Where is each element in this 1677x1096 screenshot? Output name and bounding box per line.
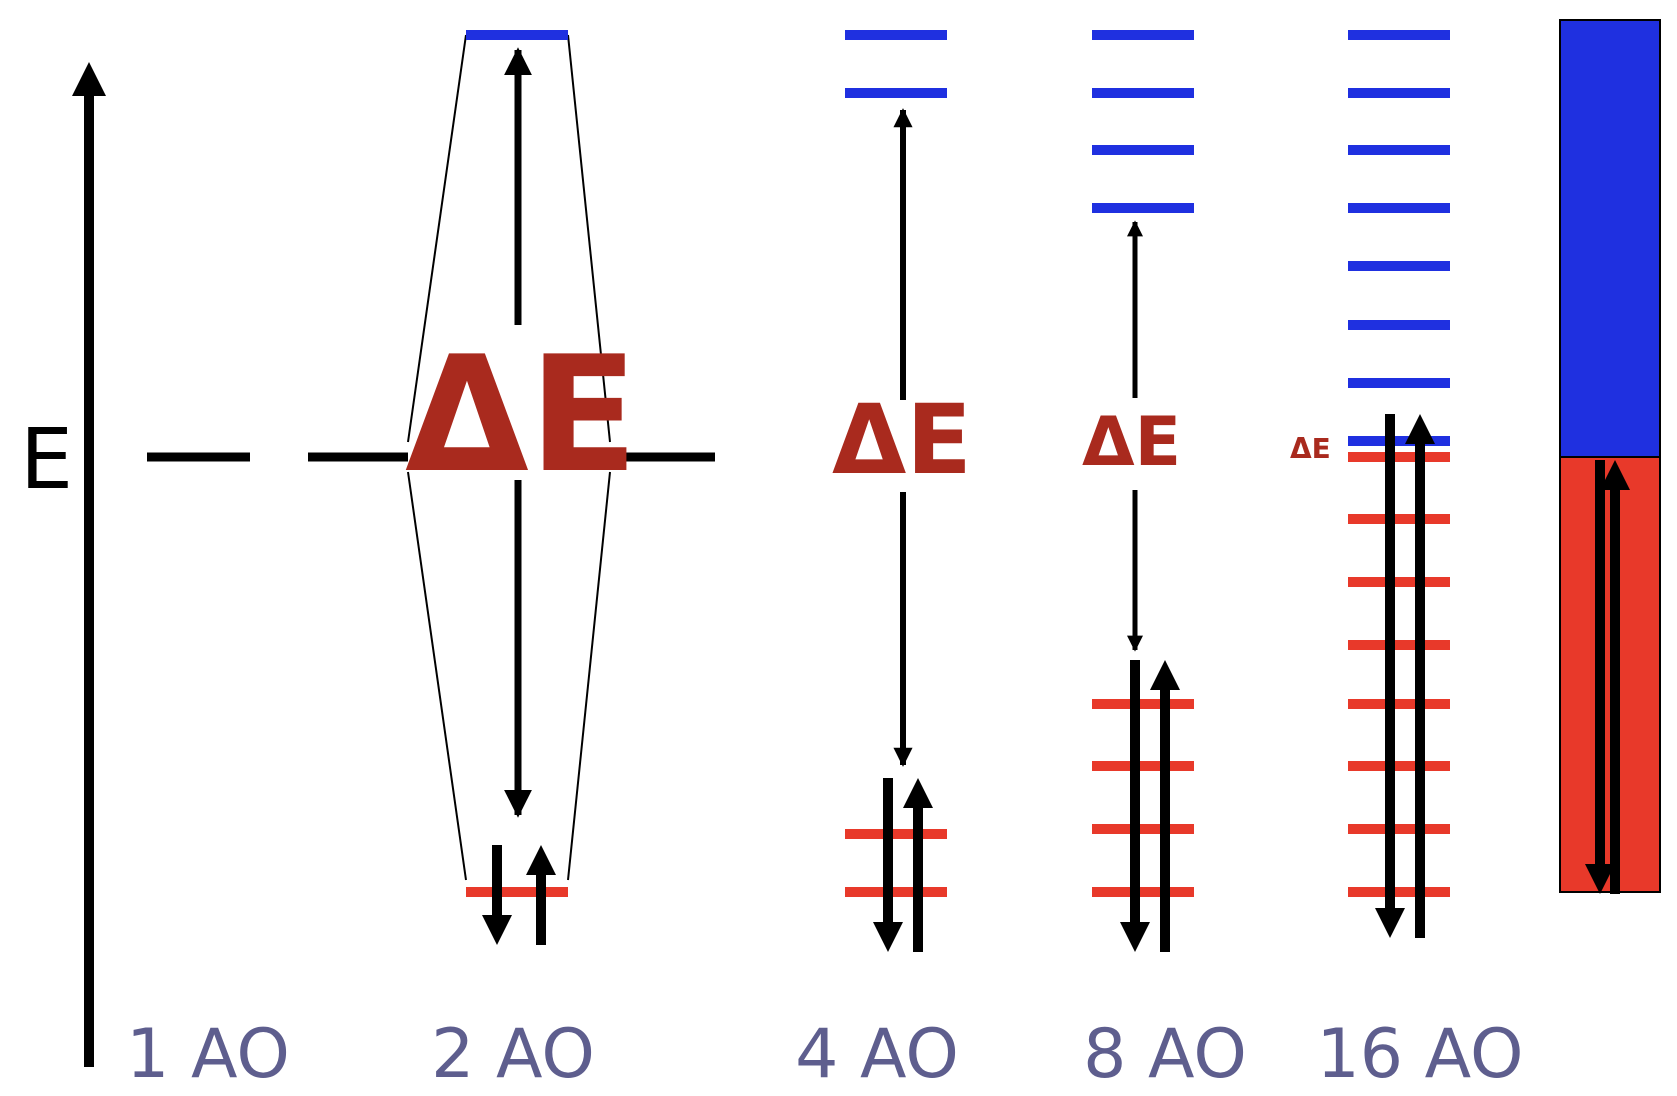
conduction-band bbox=[1559, 19, 1661, 458]
column-label-1ao: 1 AO bbox=[126, 1015, 290, 1094]
column-2ao: ΔE bbox=[308, 30, 715, 897]
column-4ao: ΔE bbox=[832, 30, 972, 897]
delta-e-label: ΔE bbox=[832, 384, 972, 496]
energy-axis-label: E bbox=[20, 410, 73, 508]
spin-up-arrow-head bbox=[1600, 460, 1630, 490]
spin-down-arrow-head bbox=[1120, 922, 1150, 952]
band bbox=[1559, 19, 1661, 893]
column-8ao: ΔE bbox=[1082, 30, 1194, 897]
delta-e-label: ΔE bbox=[405, 321, 638, 508]
spin-up-arrow-head bbox=[1405, 414, 1435, 444]
column-label-4ao: 4 AO bbox=[795, 1015, 959, 1094]
column-label-8ao: 8 AO bbox=[1083, 1015, 1247, 1094]
energy-axis: E bbox=[20, 62, 106, 1067]
electron-arrows bbox=[482, 414, 1630, 952]
column-16ao: ΔE bbox=[1290, 30, 1450, 897]
spin-up-arrow-head bbox=[903, 778, 933, 808]
column-labels: 1 AO 2 AO 4 AO 8 AO 16 AO bbox=[126, 1015, 1523, 1094]
correlation-lines bbox=[407, 34, 611, 881]
column-label-2ao: 2 AO bbox=[431, 1015, 595, 1094]
spin-up-arrow-head bbox=[526, 845, 556, 875]
column-label-16ao: 16 AO bbox=[1317, 1015, 1524, 1094]
spin-down-arrow-head bbox=[1375, 908, 1405, 938]
spin-up-arrow-head bbox=[1150, 660, 1180, 690]
spin-down-arrow-head bbox=[873, 922, 903, 952]
delta-e-label: ΔE bbox=[1082, 403, 1181, 482]
spin-down-arrow-head bbox=[1585, 864, 1615, 894]
spin-down-arrow-head bbox=[482, 915, 512, 945]
delta-e-label: ΔE bbox=[1290, 432, 1331, 465]
